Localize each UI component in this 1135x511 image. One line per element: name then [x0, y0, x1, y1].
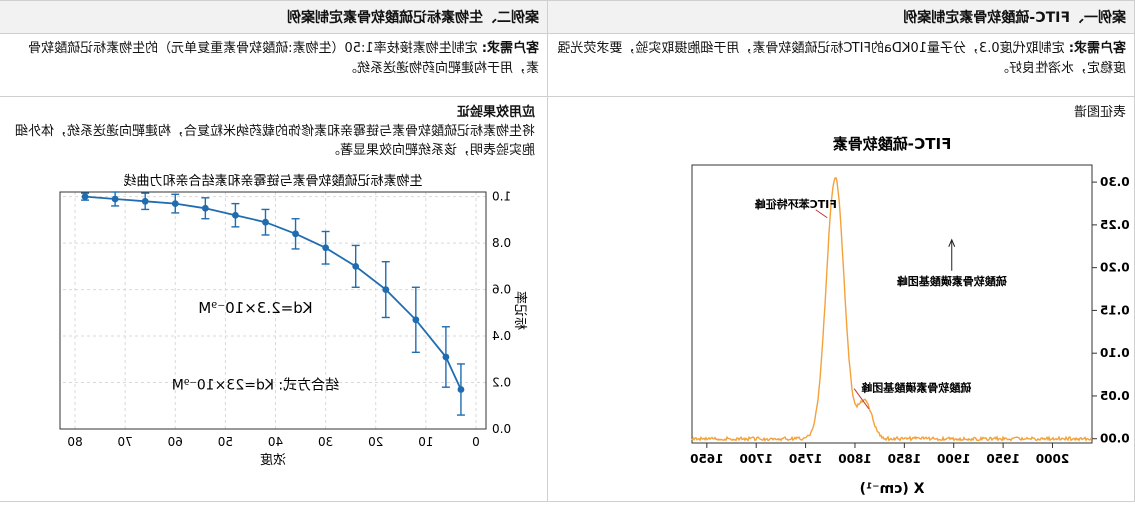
binding-y-tick-label: 0.8 — [492, 236, 511, 250]
binding-chart: 生物素标记硫酸软骨素与链霉亲和素结合亲和力曲线 0 10 20 30 40 50 60 70 80… — [59, 174, 528, 468]
case1-req-text: 定制取代度0.3，分子量10KDa的FITC标记硫酸软骨素，用于细胞摄取实验，要… — [557, 41, 1126, 76]
binding-x-tick-label: 20 — [368, 435, 383, 449]
binding-data-point — [262, 218, 269, 226]
binding-plot-frame — [59, 191, 487, 430]
binding-data-point — [412, 316, 420, 324]
binding-annotation-mode: 结合方式: Kd=23×10⁻⁹M — [172, 378, 339, 394]
binding-title: 生物素标记硫酸软骨素与链霉亲和素结合亲和力曲线 — [123, 174, 422, 189]
ftir-spectrum-line — [691, 176, 1093, 442]
ftir-annotation-sulfate-top: 硫酸软骨素磺酸基团峰 — [896, 274, 1007, 288]
ftir-y-axis-label: FT-IR (cm⁻¹) — [1132, 258, 1134, 351]
case2-requirement: 客户需求: 定制生物素接枝率1:50（生物素:硫酸软骨素重复单元）的生物素标记硫… — [0, 33, 548, 97]
ftir-x-axis-label: X (cm⁻¹) — [860, 481, 925, 497]
binding-y-tick-label: 0.0 — [492, 422, 511, 436]
binding-y-tick-label: 0.6 — [492, 283, 511, 297]
case2-title: 案例二、生物素标记硫酸软骨素定制案例 — [0, 0, 548, 34]
binding-y-axis-label: 标记率 — [512, 291, 528, 330]
binding-x-tick-label: 50 — [218, 435, 233, 449]
binding-data-point — [232, 211, 239, 219]
binding-data-point — [322, 244, 330, 252]
binding-y-tick-label: 0.4 — [492, 329, 511, 343]
ftir-x-tick-label: 1850 — [888, 452, 921, 466]
ftir-x-tick-label: 1650 — [690, 452, 723, 466]
binding-data-point — [111, 195, 119, 203]
ftir-chart: FITC-硫酸软骨素 2000 1950 1900 1850 1800 1750 1700 16… — [690, 135, 1134, 497]
binding-data-point — [141, 197, 149, 205]
ftir-plot-frame — [691, 164, 1093, 444]
binding-x-tick-label: 0 — [472, 435, 480, 449]
case2-req-label: 客户需求: — [481, 41, 539, 56]
binding-x-tick-label: 30 — [318, 435, 333, 449]
binding-data-point — [352, 262, 360, 270]
binding-x-tick-label: 10 — [418, 435, 433, 449]
ftir-x-tick-label: 1750 — [789, 452, 822, 466]
case1-title: 案例一、FITC-硫酸软骨素定制案例 — [547, 0, 1135, 34]
ftir-y-tick-label: 0.30 — [1100, 175, 1130, 189]
ftir-y-tick-label: 0.15 — [1100, 303, 1130, 317]
ftir-title: FITC-硫酸软骨素 — [833, 135, 952, 153]
ftir-annotation-arrow-fitc — [815, 209, 828, 219]
binding-data-point — [171, 200, 179, 208]
ftir-x-tick-label: 2000 — [1036, 452, 1069, 466]
binding-annotation-kd: Kd=2.3×10⁻⁹M — [198, 299, 312, 317]
ftir-y-tick-label: 0.05 — [1100, 389, 1130, 403]
ftir-x-tick-label: 1800 — [838, 452, 871, 466]
ftir-annotation-fitc: FITC苯环特征峰 — [754, 197, 837, 211]
ftir-y-tick-label: 0.00 — [1100, 432, 1130, 446]
ftir-annotation-arrowhead-top — [948, 238, 956, 247]
binding-data-point — [201, 204, 209, 212]
ftir-annotation-sulfate-low: 硫酸软骨素磺酸基团峰 — [860, 381, 971, 395]
binding-x-axis-label: 浓度 — [260, 452, 286, 468]
binding-data-point — [442, 353, 450, 361]
case2-chart-cell: 应用效果验证 将生物素标记硫酸软骨素与链霉亲和素修饰的载药纳米粒复合，构建靶向递… — [0, 96, 548, 502]
binding-x-tick-label: 70 — [118, 435, 133, 449]
binding-x-tick-label: 80 — [67, 435, 82, 449]
binding-data-point — [81, 193, 89, 201]
binding-data-point — [457, 386, 465, 393]
case2-req-text: 定制生物素接枝率1:50（生物素:硫酸软骨素重复单元）的生物素标记硫酸软骨素，用… — [28, 41, 539, 76]
binding-x-tick-label: 60 — [168, 435, 183, 449]
case1-req-label: 客户需求: — [1068, 41, 1126, 56]
ftir-y-tick-label: 0.25 — [1100, 218, 1130, 232]
binding-data-point — [382, 286, 390, 293]
case1-requirement: 客户需求: 定制取代度0.3，分子量10KDa的FITC标记硫酸软骨素，用于细胞… — [547, 33, 1135, 97]
ftir-x-tick-label: 1900 — [937, 452, 970, 466]
binding-data-point — [292, 230, 299, 238]
binding-x-tick-label: 40 — [268, 435, 283, 449]
ftir-y-tick-label: 0.10 — [1100, 346, 1130, 360]
binding-y-tick-label: 0.2 — [492, 376, 511, 390]
ftir-y-tick-label: 0.20 — [1100, 261, 1130, 275]
ftir-x-tick-label: 1950 — [986, 452, 1019, 466]
binding-curve — [85, 195, 462, 390]
case1-chart-cell: 表征图谱 FITC-硫酸软骨素 2000 1950 1900 1850 1800 1750 1… — [547, 96, 1135, 502]
ftir-annotation-arrow-low — [853, 388, 870, 410]
binding-y-tick-label: 1.0 — [492, 190, 511, 204]
ftir-x-tick-label: 1700 — [739, 452, 772, 466]
